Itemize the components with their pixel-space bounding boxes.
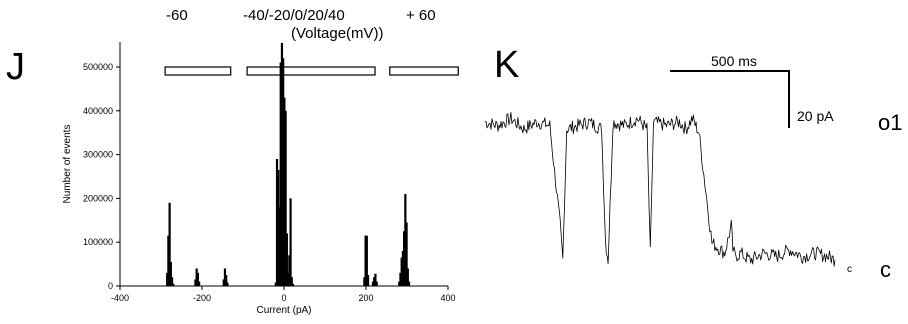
voltage-range-bars — [164, 66, 459, 76]
current-scale-label: 20 pA — [797, 108, 834, 124]
histogram-bar — [167, 235, 170, 286]
current-trace-line — [484, 111, 836, 267]
histogram-bar — [400, 257, 403, 286]
histogram-bar — [288, 255, 291, 286]
x-tick-label: 0 — [281, 293, 286, 303]
histogram-bar — [374, 273, 377, 286]
closed-marker-small: c — [847, 264, 852, 275]
x-tick-label: 200 — [358, 293, 373, 303]
histogram-bar — [398, 281, 401, 286]
single-channel-trace — [484, 70, 836, 267]
histogram-bar — [226, 282, 229, 286]
voltage-label-middle: -40/-20/0/20/40 — [243, 7, 345, 24]
histogram-bar — [406, 268, 409, 286]
histogram-bar — [170, 277, 174, 286]
histogram-bar — [366, 275, 370, 286]
histogram-bar — [364, 235, 367, 286]
histogram-bar — [407, 281, 411, 286]
histogram-bar — [194, 279, 197, 286]
time-scale-label: 500 ms — [711, 53, 757, 69]
y-tick-label: 400000 — [83, 106, 113, 116]
histogram-bar — [277, 169, 280, 286]
x-tick-label: -400 — [111, 293, 129, 303]
x-ticks: -400 -200 0 200 400 — [111, 286, 456, 303]
histogram-bar — [283, 97, 286, 286]
voltage-label-neg60: -60 — [166, 7, 188, 24]
x-axis-title: Current (pA) — [256, 305, 311, 316]
histogram-bar — [284, 110, 287, 286]
histogram-bar — [166, 272, 169, 286]
voltage-range-bar-1 — [246, 66, 376, 76]
histogram-bar — [223, 268, 227, 286]
histogram-bar — [198, 281, 201, 286]
y-tick-label: 0 — [108, 281, 113, 291]
histogram-bar — [405, 222, 408, 286]
histogram-bar — [289, 198, 292, 286]
voltage-range-bar-2 — [389, 66, 459, 76]
histogram-bar — [172, 283, 175, 286]
histogram-bar — [373, 277, 376, 286]
histogram-bar — [274, 282, 277, 286]
open-state-label: o1 — [878, 110, 903, 135]
histogram-bar — [285, 233, 288, 286]
x-tick-label: 400 — [440, 293, 455, 303]
histogram-bar — [399, 272, 402, 286]
current-histogram: 0 100000 200000 300000 400000 500000 -400 -200… — [62, 42, 459, 316]
y-axis-title: Number of events — [62, 125, 73, 204]
closed-state-label: c — [880, 257, 891, 282]
histogram-bar — [403, 231, 406, 286]
histogram-bar — [287, 272, 290, 286]
histogram-bar — [363, 277, 366, 286]
histogram-bar — [365, 235, 368, 286]
histogram-bar — [375, 281, 378, 286]
histogram-bar — [401, 250, 404, 286]
voltage-range-bar-0 — [164, 66, 232, 76]
histogram-bar — [278, 207, 281, 286]
histogram-bar — [404, 194, 407, 286]
voltage-unit-label: (Voltage(mV)) — [291, 25, 384, 42]
histogram-bar — [282, 58, 285, 286]
x-tick-label: -200 — [193, 293, 211, 303]
histogram-bar — [280, 42, 284, 286]
histogram-bar — [291, 283, 295, 286]
histogram-bar — [196, 272, 199, 286]
histogram-bar — [169, 261, 172, 286]
histogram-bar — [275, 158, 279, 286]
histogram-bar — [195, 268, 198, 286]
y-ticks: 0 100000 200000 300000 400000 500000 — [83, 62, 120, 291]
histogram-bar — [290, 277, 293, 286]
histogram-bar — [371, 281, 375, 286]
voltage-label-pos60: + 60 — [406, 7, 436, 24]
y-tick-label: 500000 — [83, 62, 113, 72]
histogram-bar — [222, 279, 225, 286]
histogram-bar — [225, 275, 228, 286]
panel-k-letter: K — [494, 44, 520, 86]
panel-j-letter: J — [6, 46, 25, 88]
histogram-bar — [168, 202, 171, 286]
histogram-bar — [279, 62, 282, 287]
y-tick-label: 200000 — [83, 193, 113, 203]
y-tick-label: 300000 — [83, 150, 113, 160]
histogram-bars — [166, 42, 411, 287]
y-tick-label: 100000 — [83, 237, 113, 247]
